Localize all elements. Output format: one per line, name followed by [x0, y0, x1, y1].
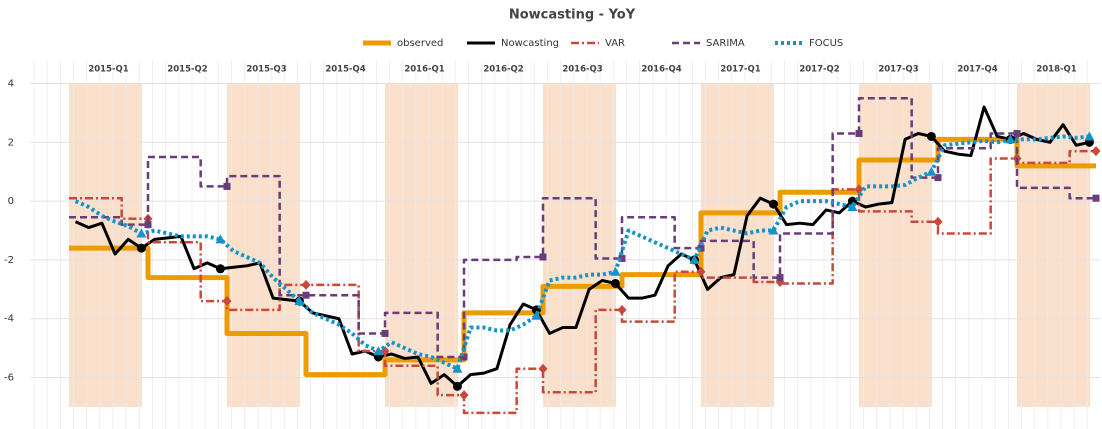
marker [452, 381, 462, 391]
marker [215, 234, 226, 244]
quarter-band [701, 83, 774, 407]
marker [696, 266, 706, 277]
marker [373, 346, 384, 356]
quarter-label: 2015-Q3 [246, 65, 286, 75]
plot-foreground [69, 96, 1101, 415]
legend-label: observed [397, 38, 443, 49]
marker [617, 304, 627, 315]
marker [776, 274, 784, 282]
marker [618, 254, 626, 262]
quarter-label: 2015-Q1 [88, 65, 128, 75]
marker [926, 131, 936, 141]
marker [847, 202, 858, 212]
quarter-band [227, 83, 300, 407]
marker [926, 166, 937, 176]
marker [855, 130, 863, 138]
series-line [69, 136, 1096, 378]
marker [136, 228, 147, 238]
marker [222, 296, 232, 307]
quarter-band [859, 83, 932, 407]
marker [294, 296, 305, 306]
marker [136, 243, 146, 253]
marker [854, 184, 864, 195]
quarter-label: 2017-Q4 [957, 65, 997, 75]
legend-label: Nowcasting [501, 38, 559, 49]
marker [1005, 134, 1016, 144]
plot-background [30, 60, 1100, 429]
quarter-band [1017, 83, 1090, 407]
marker [933, 216, 943, 227]
legend-label: FOCUS [809, 38, 843, 49]
quarter-label: 2016-Q4 [641, 65, 681, 75]
y-tick-label: 4 [8, 79, 14, 90]
marker [223, 182, 231, 190]
marker [144, 221, 152, 229]
marker [302, 291, 310, 299]
marker [301, 279, 311, 290]
marker [610, 278, 620, 288]
marker [697, 244, 705, 252]
quarter-label: 2017-Q3 [878, 65, 918, 75]
marker [538, 363, 548, 374]
marker [768, 199, 778, 209]
quarter-band [543, 83, 616, 407]
chart-title: Nowcasting - YoY [509, 8, 636, 23]
marker [689, 254, 700, 264]
legend-label: VAR [605, 38, 625, 49]
quarter-label: 2016-Q3 [562, 65, 602, 75]
marker [381, 329, 389, 337]
marker [539, 253, 547, 261]
series-line [74, 105, 1090, 388]
series-line [69, 96, 1096, 359]
quarter-label: 2018-Q1 [1036, 65, 1076, 75]
series-line [74, 134, 1090, 371]
quarter-label: 2015-Q4 [325, 65, 365, 75]
quarter-band [69, 83, 142, 407]
marker [1091, 146, 1101, 157]
marker [531, 310, 542, 320]
marker [1084, 131, 1095, 141]
y-tick-label: -6 [4, 373, 14, 384]
marker [768, 225, 779, 235]
marker [215, 264, 225, 274]
marker [452, 363, 463, 373]
marker [610, 266, 621, 276]
marker [934, 174, 942, 182]
quarter-label: 2016-Q1 [404, 65, 444, 75]
quarter-label: 2017-Q1 [720, 65, 760, 75]
quarter-label: 2016-Q2 [483, 65, 523, 75]
y-tick-label: -4 [4, 314, 14, 325]
marker [1092, 194, 1100, 202]
quarter-label: 2017-Q2 [799, 65, 839, 75]
marker [460, 353, 468, 361]
y-tick-label: -2 [4, 255, 14, 266]
legend-label: SARIMA [706, 38, 745, 49]
marker [459, 390, 469, 401]
y-tick-label: 2 [8, 137, 14, 148]
marker [1013, 130, 1021, 138]
y-tick-label: 0 [8, 196, 14, 207]
quarter-label: 2015-Q2 [167, 65, 207, 75]
